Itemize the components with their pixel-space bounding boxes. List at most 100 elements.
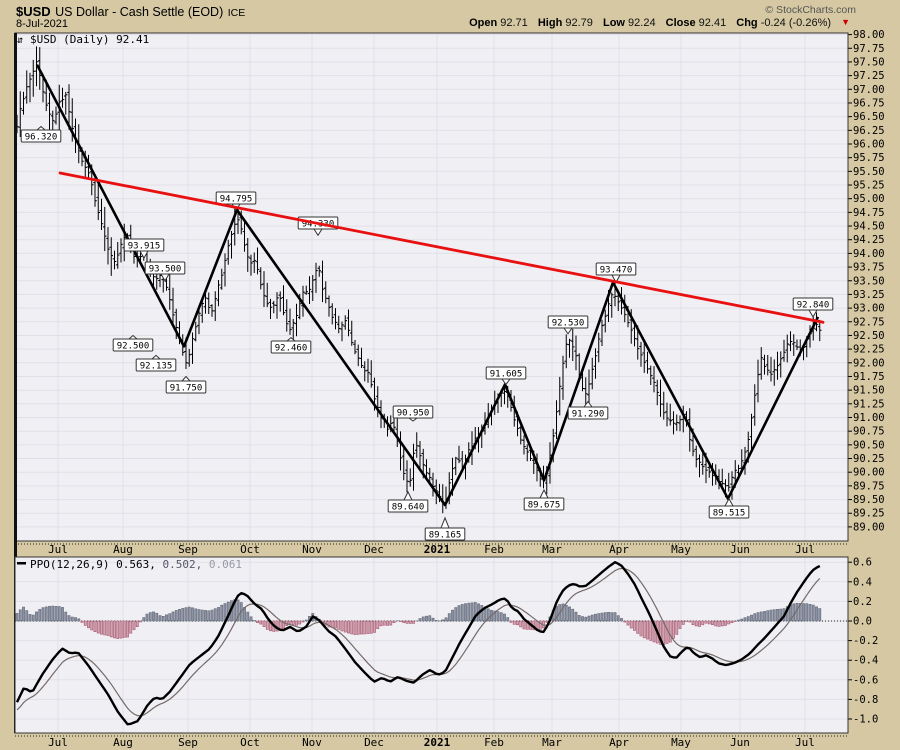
month-label: Jul	[795, 543, 815, 556]
callout-box	[392, 405, 434, 419]
main-y-axis-label: 93.50	[853, 275, 885, 287]
ppo-y-axis-label: -0.8	[853, 694, 878, 706]
month-label: May	[671, 543, 691, 556]
ppo-plot-background	[15, 557, 848, 733]
close-value: 92.41	[698, 17, 727, 29]
zigzag-pattern-line	[35, 64, 820, 507]
month-label: Feb	[484, 543, 504, 556]
ppo-vertical-gridlines	[57, 557, 806, 733]
main-y-axis-label: 89.25	[853, 508, 885, 520]
callout-price-label: 89.165	[429, 531, 462, 541]
month-label: Mar	[542, 736, 562, 749]
month-label: Sep	[178, 736, 198, 749]
callout-box	[135, 358, 177, 372]
ppo-y-axis-label: -0.2	[853, 635, 878, 647]
callout-price-label: 96.320	[25, 133, 58, 143]
ppo-histogram-positive	[15, 599, 822, 622]
month-axis-strip-top: Jul Aug Sep Oct Nov Dec 2021 Feb Mar Apr May Jun Jul	[15, 543, 848, 556]
callout-box	[424, 527, 466, 541]
callout-price-label: 91.290	[572, 410, 605, 420]
close-label: Close	[665, 17, 696, 29]
month-label: Jun	[730, 736, 750, 749]
month-label: May	[671, 736, 691, 749]
main-y-axis-label: 90.75	[853, 426, 885, 438]
callout-price-label: 93.470	[600, 266, 633, 276]
callout-price-label: 92.135	[140, 362, 173, 372]
ppo-y-axis-label: 0.6	[853, 557, 872, 569]
month-label: Jul	[48, 736, 68, 749]
low-value: 92.24	[628, 17, 656, 29]
red-resistance-trendline	[58, 171, 825, 324]
month-label: 2021	[424, 736, 451, 749]
callout-box	[567, 406, 609, 420]
ppo-y-axis-label: 0.0	[853, 616, 872, 628]
month-label: Aug	[113, 736, 133, 749]
open-label: Open	[469, 17, 498, 29]
callout-price-label: 93.915	[128, 242, 161, 252]
main-chart-legend: $USD (Daily) 92.41	[30, 33, 149, 46]
callout-box	[144, 261, 186, 275]
low-label: Low	[602, 17, 625, 29]
open-value: 92.71	[500, 17, 528, 29]
ppo-main-line	[15, 561, 821, 726]
main-y-axis-label: 89.50	[853, 494, 885, 506]
callout-price-label: 92.840	[797, 301, 830, 311]
main-y-axis-label: 96.50	[853, 111, 885, 123]
callout-price-label: 89.675	[528, 501, 561, 511]
callout-price-label: 91.750	[170, 384, 203, 394]
main-vertical-gridlines	[57, 33, 806, 541]
ppo-legend: PPO(12,26,9) 0.563, 0.502, 0.061	[30, 558, 242, 571]
main-y-axis-label: 89.75	[853, 480, 885, 492]
ppo-horizontal-gridlines	[15, 561, 848, 720]
callout-box	[123, 238, 165, 252]
callout-price-label: 89.515	[713, 509, 746, 519]
ppo-y-axis-label: -1.0	[853, 714, 878, 726]
main-y-axis-label: 93.25	[853, 289, 885, 301]
month-label: Sep	[178, 543, 198, 556]
main-y-axis-label: 96.00	[853, 139, 885, 151]
month-label: Feb	[484, 736, 504, 749]
callout-annotations: 96.320 93.915 93.500 92.500 92.135 91.750 94.7…	[20, 125, 834, 541]
callout-box	[215, 191, 257, 205]
main-y-axis-label: 94.50	[853, 221, 885, 233]
legend-collapse-icon[interactable]: ⇵	[16, 35, 23, 46]
main-y-axis-label: 91.25	[853, 398, 885, 410]
title-line: $USD US Dollar - Cash Settle (EOD) ICE	[16, 3, 245, 21]
month-label: Dec	[364, 736, 384, 749]
month-label: Dec	[364, 543, 384, 556]
callout-box	[792, 297, 834, 311]
main-y-axis-label: 91.50	[853, 385, 885, 397]
high-label: High	[537, 17, 563, 29]
ohlc-quote-line: Open 92.71 High 92.79 Low 92.24 Close 92…	[469, 17, 850, 29]
main-y-axis-label: 90.25	[853, 453, 885, 465]
ppo-y-axis-label: -0.6	[853, 674, 878, 686]
main-y-axis-label: 92.75	[853, 316, 885, 328]
main-y-axis-label: 93.00	[853, 303, 885, 315]
main-y-axis-label: 95.00	[853, 193, 885, 205]
main-y-axis-label: 92.25	[853, 344, 885, 356]
month-label: Apr	[609, 736, 629, 749]
callout-price-label: 93.500	[149, 265, 182, 275]
main-y-axis-label: 95.75	[853, 152, 885, 164]
callout-box	[595, 262, 637, 276]
month-axis-strip-bottom: Jul Aug Sep Oct Nov Dec 2021 Feb Mar Apr May Jun Jul	[15, 735, 848, 749]
month-label: Mar	[542, 543, 562, 556]
chg-label: Chg	[736, 17, 758, 29]
callout-box	[20, 129, 62, 143]
main-y-axis-label: 96.25	[853, 125, 885, 137]
main-y-axis-label: 92.50	[853, 330, 885, 342]
ticker-symbol: $USD	[16, 4, 51, 19]
main-y-axis-label: 98.00	[853, 29, 885, 41]
month-label: Aug	[113, 543, 133, 556]
main-y-axis-label: 94.25	[853, 234, 885, 246]
callout-box	[485, 366, 527, 380]
main-y-axis-label: 95.50	[853, 166, 885, 178]
change-down-triangle-icon[interactable]: ▼	[841, 17, 850, 27]
ppo-legend-dash-icon	[17, 562, 26, 565]
ppo-y-axis-label: -0.4	[853, 655, 878, 667]
month-label: Nov	[302, 543, 322, 556]
month-label: Oct	[240, 543, 260, 556]
